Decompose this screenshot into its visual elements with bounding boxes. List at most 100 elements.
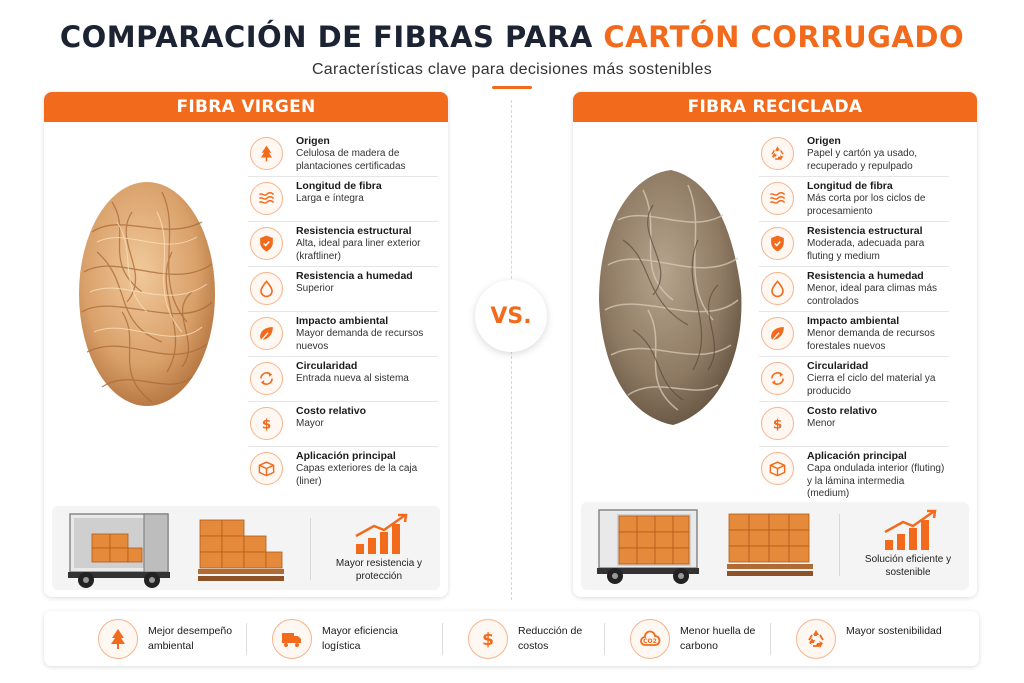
feature-description: Menor	[807, 418, 836, 429]
feature-name: Resistencia a humedad	[807, 270, 924, 282]
recycle-icon	[796, 619, 836, 659]
leaf-icon	[761, 317, 794, 350]
leaf-icon	[260, 327, 273, 341]
feature-name: Circularidad	[807, 360, 869, 372]
tree-icon	[111, 629, 125, 649]
feature-description: Mayor	[296, 418, 324, 429]
box-icon	[769, 461, 786, 477]
virgin-fiber-panel: FIBRA VIRGEN Origen Celulosa de madera de…	[44, 92, 448, 597]
title-main: COMPARACIÓN DE FIBRAS PARA	[59, 20, 604, 54]
strip-separator	[310, 518, 311, 580]
tree-icon	[250, 137, 283, 170]
feature-description: Mayor demanda de recursos nuevos	[296, 328, 424, 352]
co2-cloud-icon: CO2	[640, 630, 661, 646]
cycle-icon	[771, 372, 784, 385]
feature-description: Alta, ideal para liner exterior (kraftli…	[296, 238, 421, 262]
box-icon	[258, 461, 275, 477]
water-drop-icon	[250, 272, 283, 305]
feature-description: Capa ondulada interior (fluting) y la lá…	[807, 463, 945, 499]
feature-row: $ Costo relativo Menor	[759, 402, 949, 447]
recycle-icon	[761, 137, 794, 170]
feature-name: Impacto ambiental	[296, 315, 389, 327]
svg-text:CO2: CO2	[643, 638, 657, 645]
feature-row: Impacto ambiental Menor demanda de recurs…	[759, 312, 949, 357]
feature-name: Resistencia a humedad	[296, 270, 413, 282]
feature-row: Resistencia a humedad Superior	[248, 267, 438, 312]
feature-description: Larga e íntegra	[296, 193, 364, 204]
box-pallet-illustration	[727, 513, 813, 576]
benefit-label: Reducción de costos	[518, 625, 583, 652]
vs-badge: VS.	[475, 280, 547, 352]
feature-description: Cierra el ciclo del material ya producid…	[807, 373, 936, 397]
cycle-icon	[761, 362, 794, 395]
title-accent: CARTÓN CORRUGADO	[603, 20, 965, 54]
benefit-separator	[604, 623, 605, 655]
feature-row: Aplicación principal Capa ondulada interi…	[759, 447, 949, 504]
feature-description: Capas exteriores de la caja (liner)	[296, 463, 418, 487]
svg-text:$: $	[262, 417, 271, 432]
feature-description: Papel y cartón ya usado, recuperado y re…	[807, 148, 918, 172]
virgin-strip-caption: Mayor resistencia y protección	[335, 558, 423, 582]
dollar-icon: $	[468, 619, 508, 659]
virgin-feature-list: Origen Celulosa de madera de plantaciones…	[248, 132, 438, 492]
subtitle-underline	[492, 86, 532, 89]
dollar-icon: $	[482, 630, 494, 650]
feature-name: Costo relativo	[296, 405, 367, 417]
feature-description: Menor, ideal para climas más controlados	[807, 283, 938, 307]
virgin-illustration-strip: Mayor resistencia y protección	[52, 506, 440, 590]
feature-row: Circularidad Cierra el ciclo del material…	[759, 357, 949, 402]
water-drop-icon	[761, 272, 794, 305]
benefit-label: Mejor desempeño ambiental	[148, 625, 233, 652]
feature-row: Impacto ambiental Mayor demanda de recurs…	[248, 312, 438, 357]
benefit-separator	[442, 623, 443, 655]
truck-icon	[272, 619, 312, 659]
feature-row: Resistencia estructural Alta, ideal para …	[248, 222, 438, 267]
feature-row: Circularidad Entrada nueva al sistema	[248, 357, 438, 402]
feature-description: Más corta por los ciclos de procesamient…	[807, 193, 926, 217]
recycled-feature-list: Origen Papel y cartón ya usado, recuperad…	[759, 132, 949, 504]
feature-name: Aplicación principal	[807, 450, 907, 462]
virgin-fiber-header: FIBRA VIRGEN	[44, 92, 448, 122]
feature-row: Longitud de fibra Más corta por los ciclo…	[759, 177, 949, 222]
wave-lines-icon	[761, 182, 794, 215]
water-drop-icon	[771, 280, 784, 298]
tree-icon	[98, 619, 138, 659]
feature-name: Resistencia estructural	[807, 225, 923, 237]
recycled-fiber-image	[599, 170, 742, 425]
feature-name: Circularidad	[296, 360, 358, 372]
feature-name: Longitud de fibra	[807, 180, 893, 192]
cycle-icon	[250, 362, 283, 395]
water-drop-icon	[260, 280, 273, 298]
box-icon	[250, 452, 283, 485]
loaded-truck-illustration	[597, 509, 699, 584]
feature-row: Resistencia estructural Moderada, adecuad…	[759, 222, 949, 267]
benefit-separator	[770, 623, 771, 655]
feature-name: Costo relativo	[807, 405, 878, 417]
feature-name: Origen	[807, 135, 841, 147]
benefit-label: Mayor eficiencia logística	[322, 625, 398, 652]
wave-lines-icon	[769, 192, 786, 204]
shield-icon	[250, 227, 283, 260]
leaf-icon	[771, 327, 784, 341]
benefits-bar: Mejor desempeño ambiental Mayor eficienci…	[44, 611, 979, 666]
recycled-fiber-header: FIBRA RECICLADA	[573, 92, 977, 122]
svg-text:$: $	[482, 630, 494, 650]
dollar-icon: $	[773, 417, 782, 432]
open-truck-illustration	[68, 513, 170, 588]
box-pallet-illustration	[198, 519, 284, 581]
shield-icon	[771, 235, 784, 252]
dollar-icon: $	[761, 407, 794, 440]
benefit-label: Mayor sostenibilidad	[846, 625, 942, 637]
co2-cloud-icon: CO2	[630, 619, 670, 659]
page-subtitle: Características clave para decisiones má…	[311, 61, 713, 78]
virgin-fiber-image	[79, 182, 215, 406]
recycle-icon	[808, 630, 824, 648]
wave-lines-icon	[250, 182, 283, 215]
growth-chart-icon	[884, 509, 937, 550]
feature-description: Superior	[296, 283, 334, 294]
feature-description: Menor demanda de recursos forestales nue…	[807, 328, 935, 352]
recycled-illustration-strip: Solución eficiente y sostenible	[581, 502, 969, 590]
box-icon	[761, 452, 794, 485]
leaf-icon	[250, 317, 283, 350]
wave-lines-icon	[258, 192, 275, 204]
